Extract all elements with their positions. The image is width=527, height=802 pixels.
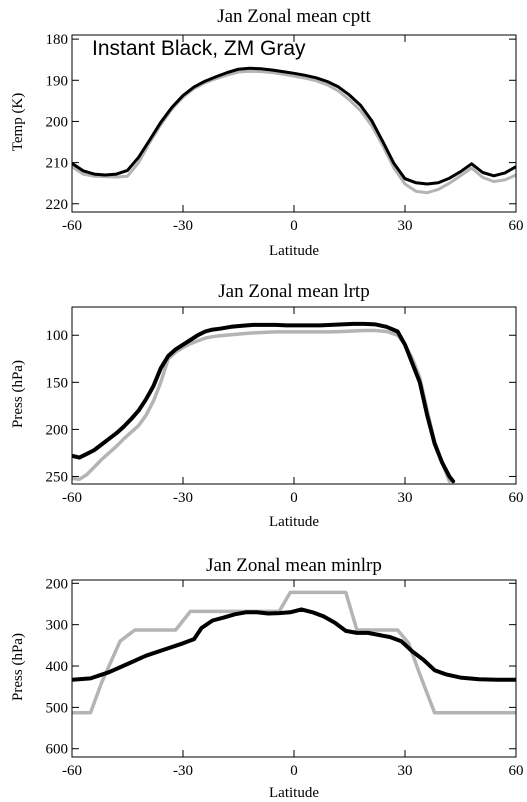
minlrp-xtick-label: -60 (62, 763, 82, 779)
lrtp-xtick-label: 30 (398, 490, 413, 506)
panel-minlrp-plot: -60 -30 0 30 60 200 300 400 500 600 (46, 576, 524, 779)
minlrp-series-instant-line (72, 607, 516, 682)
panel-cptt-plot: -60 -30 0 30 60 180 190 200 210 220 (46, 32, 524, 234)
cptt-series-zonal-mean-line (72, 69, 516, 195)
lrtp-ytick-label: 150 (46, 375, 69, 391)
minlrp-xtick-label: 0 (290, 763, 298, 779)
cptt-xtick-label: 30 (398, 218, 413, 234)
panel-cptt-title: Jan Zonal mean cptt (217, 6, 371, 27)
minlrp-plot-frame (71, 579, 517, 758)
panel-cptt-annotation: Instant Black, ZM Gray (92, 37, 306, 60)
cptt-ytick-label: 220 (46, 197, 69, 213)
panel-minlrp-ylabel: Press (hPa) (10, 633, 26, 701)
minlrp-ytick-label: 300 (46, 618, 69, 634)
minlrp-xtick-label: -30 (173, 763, 193, 779)
panel-cptt: Jan Zonal mean cptt Latitude Temp (K) In… (10, 6, 524, 259)
lrtp-ytick-label: 250 (46, 469, 69, 485)
minlrp-ytick-label: 200 (46, 576, 69, 592)
panel-minlrp: Jan Zonal mean minlrp Latitude Press (hP… (10, 555, 524, 801)
minlrp-ytick-label: 600 (46, 742, 69, 758)
panel-minlrp-xlabel: Latitude (269, 785, 319, 801)
lrtp-xtick-label: 0 (290, 490, 298, 506)
panel-cptt-xlabel: Latitude (269, 243, 319, 259)
panel-minlrp-title: Jan Zonal mean minlrp (206, 555, 382, 576)
cptt-ytick-label: 200 (46, 114, 69, 130)
lrtp-series-zonal-mean-line (72, 328, 452, 483)
cptt-xtick-label: 60 (509, 218, 524, 234)
cptt-xtick-label: -60 (62, 218, 82, 234)
minlrp-xtick-label: 60 (509, 763, 524, 779)
minlrp-xtick-label: 30 (398, 763, 413, 779)
lrtp-xtick-label: 60 (509, 490, 524, 506)
lrtp-ytick-label: 200 (46, 422, 69, 438)
panel-lrtp-xlabel: Latitude (269, 514, 319, 530)
lrtp-series-instant-line (72, 321, 456, 484)
cptt-ytick-label: 190 (46, 73, 69, 89)
panel-cptt-ylabel: Temp (K) (10, 93, 26, 152)
cptt-xtick-label: 0 (290, 218, 298, 234)
panel-lrtp-title: Jan Zonal mean lrtp (218, 281, 369, 302)
cptt-ytick-label: 180 (46, 32, 69, 48)
minlrp-series-zonal-mean-line (72, 590, 516, 715)
cptt-ytick-label: 210 (46, 156, 69, 172)
minlrp-ytick-label: 500 (46, 700, 69, 716)
cptt-series-instant-line (72, 66, 516, 186)
cptt-plot-frame (71, 34, 517, 213)
minlrp-ytick-label: 400 (46, 659, 69, 675)
cptt-xtick-label: -30 (173, 218, 193, 234)
lrtp-xtick-label: -30 (173, 490, 193, 506)
panel-lrtp-ylabel: Press (hPa) (10, 360, 26, 428)
lrtp-xtick-label: -60 (62, 490, 82, 506)
lrtp-ytick-label: 100 (46, 328, 69, 344)
panel-lrtp-plot: -60 -30 0 30 60 100 150 200 250 (46, 306, 524, 506)
panel-lrtp: Jan Zonal mean lrtp Latitude Press (hPa)… (10, 281, 524, 530)
